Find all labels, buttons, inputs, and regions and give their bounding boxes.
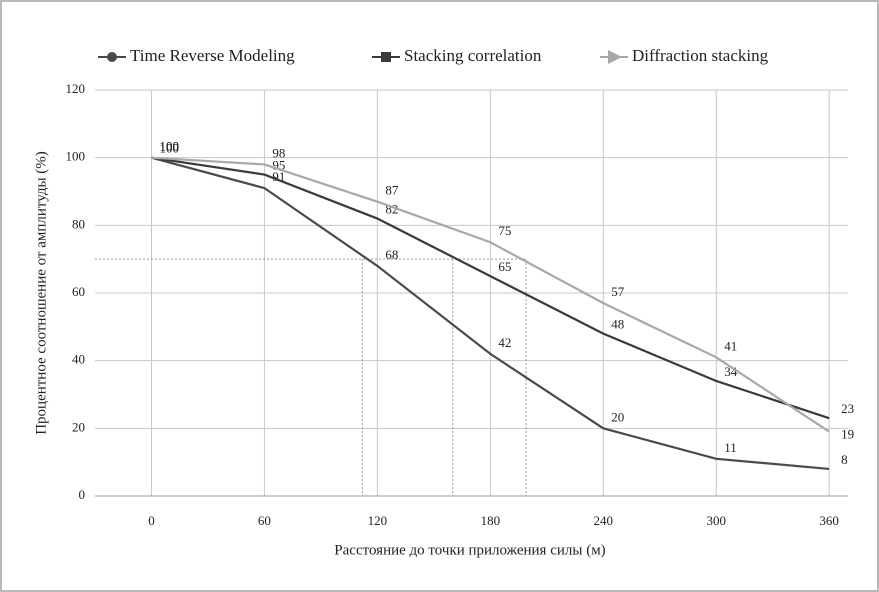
y-tick-label: 60 [72,284,85,299]
data-label: 75 [498,223,511,238]
y-tick-label: 20 [72,419,85,434]
data-label: 87 [385,183,399,198]
x-axis-label: Расстояние до точки приложения силы (м) [334,542,605,558]
legend-marker [608,50,622,64]
y-tick-label: 120 [66,81,86,96]
data-label: 20 [611,409,624,424]
y-tick-label: 80 [72,216,85,231]
y-tick-label: 0 [79,487,86,502]
data-label: 65 [498,259,511,274]
x-tick-label: 120 [368,513,388,528]
data-label: 100 [159,139,179,154]
data-label: 100 [159,141,179,156]
data-label: 42 [498,335,511,350]
x-tick-label: 240 [594,513,614,528]
series-line [151,156,830,420]
series-line [151,156,830,471]
x-tick-label: 0 [148,513,155,528]
legend-marker [381,52,391,62]
data-label: 11 [724,440,737,455]
x-tick-label: 180 [481,513,501,528]
x-tick-label: 300 [706,513,726,528]
legend-label: Stacking correlation [404,46,542,65]
y-tick-label: 100 [66,149,86,164]
data-label: 41 [724,338,737,353]
data-label: 100 [159,139,179,154]
data-label: 68 [385,247,398,262]
data-label: 48 [611,317,624,332]
data-label: 19 [841,427,854,442]
data-label: 34 [724,364,738,379]
x-tick-label: 360 [819,513,839,528]
series-line [151,156,830,433]
legend-marker [107,52,117,62]
data-label: 98 [272,145,285,160]
data-label: 57 [611,284,625,299]
legend-label: Time Reverse Modeling [130,46,295,65]
legend-label: Diffraction stacking [632,46,769,65]
y-tick-label: 40 [72,352,85,367]
y-axis-label: Процентное соотношение от амплитуды (%) [33,151,49,435]
x-tick-label: 60 [258,513,271,528]
data-label: 8 [841,452,848,467]
data-label: 23 [841,401,854,416]
